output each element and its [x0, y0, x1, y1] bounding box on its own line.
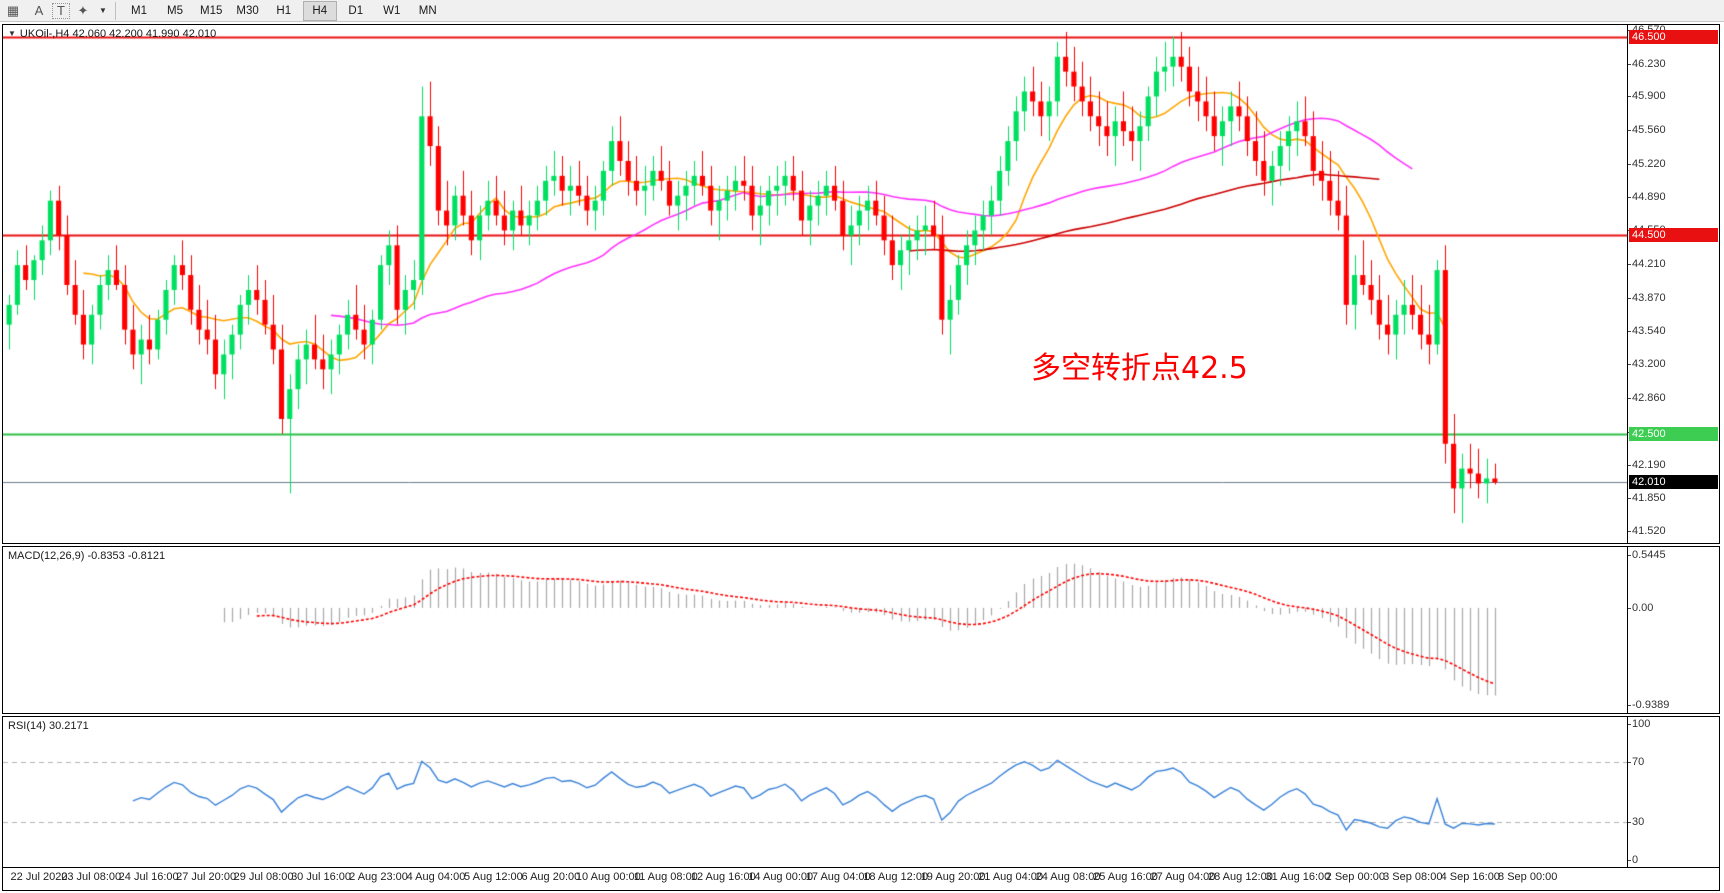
time-axis-label: 5 Aug 12:00 — [464, 871, 523, 883]
time-axis-label: 8 Sep 00:00 — [1498, 871, 1558, 883]
time-axis-label: 21 Aug 04:00 — [978, 871, 1043, 883]
price-tick: 43.540 — [1628, 324, 1666, 337]
price-tick: 44.210 — [1628, 258, 1666, 271]
timeframe-m1[interactable]: M1 — [131, 4, 147, 17]
timeframe-h1[interactable]: H1 — [276, 4, 292, 17]
time-axis-label: 28 Aug 12:00 — [1208, 871, 1273, 883]
price-tick: 41.520 — [1628, 525, 1666, 538]
price-tick: 46.230 — [1628, 57, 1666, 70]
time-axis-label: 3 Sep 08:00 — [1383, 871, 1443, 883]
price-plot-region[interactable]: 多空转折点42.5 — [3, 25, 1627, 543]
time-axis-label: 4 Sep 16:00 — [1440, 871, 1500, 883]
time-axis-label: 27 Aug 04:00 — [1150, 871, 1216, 883]
time-axis-label: 19 Aug 20:00 — [920, 871, 986, 883]
rsi-canvas — [3, 717, 1627, 867]
macd-tick: -0.9389 — [1627, 699, 1670, 711]
macd-pane-title: MACD(12,26,9) -0.8353 -0.8121 — [8, 550, 166, 562]
timeframe-m5[interactable]: M5 — [167, 4, 183, 17]
price-tick: 41.850 — [1628, 492, 1666, 505]
price-tick: 44.890 — [1628, 190, 1666, 203]
time-axis-label: 22 Jul 2020 — [10, 871, 68, 883]
macd-canvas — [3, 547, 1627, 713]
time-axis-label: 18 Aug 12:00 — [863, 871, 929, 883]
price-tick: 45.220 — [1628, 157, 1666, 170]
time-axis-label: 23 Jul 08:00 — [61, 871, 122, 883]
resistance-level-badge: 46.500 — [1629, 29, 1718, 44]
time-axis-label: 25 Aug 16:00 — [1093, 871, 1158, 883]
time-axis-label: 31 Aug 16:00 — [1265, 871, 1331, 883]
rsi-tick: 70 — [1627, 756, 1645, 768]
price-pane-title: ▼ UKOil-,H4 42.060 42.200 41.990 42.010 — [8, 28, 216, 40]
price-tick: 43.200 — [1628, 358, 1666, 371]
price-tick: 42.190 — [1628, 458, 1666, 471]
last-price-badge: 42.010 — [1629, 475, 1718, 490]
macd-scale: 0.5445 0.00 -0.9389 — [1627, 547, 1719, 713]
mid-level-badge: 44.500 — [1629, 228, 1718, 243]
time-axis-label: 12 Aug 16:00 — [690, 871, 756, 883]
rsi-pane-title: RSI(14) 30.2171 — [8, 720, 89, 732]
price-tick: 45.900 — [1628, 90, 1666, 103]
time-axis-label: 2 Sep 00:00 — [1325, 871, 1386, 883]
macd-tick: 0.5445 — [1628, 549, 1666, 561]
timeframe-m30[interactable]: M30 — [236, 4, 259, 17]
rsi-pane[interactable]: 100 70 30 0 RSI(14) 30.2171 — [2, 716, 1720, 868]
timeframe-w1[interactable]: W1 — [383, 4, 401, 17]
rsi-tick: 0 — [1627, 854, 1639, 866]
time-axis-label: 29 Jul 08:00 — [233, 871, 294, 883]
objects-icon[interactable]: ✦ — [77, 2, 89, 18]
timeframe-h4[interactable]: H4 — [302, 0, 337, 21]
timeframe-d1[interactable]: D1 — [348, 4, 364, 17]
time-axis-label: 4 Aug 04:00 — [406, 871, 466, 883]
price-scale[interactable]: 46.57046.23045.90045.56045.22044.89044.5… — [1627, 25, 1719, 543]
time-axis-label: 2 Aug 23:00 — [349, 871, 408, 883]
time-axis-label: 24 Aug 08:00 — [1035, 871, 1101, 883]
timeframe-mn[interactable]: MN — [418, 4, 437, 17]
time-axis-label: 6 Aug 20:00 — [521, 871, 581, 883]
price-pane-title-text: UKOil-,H4 42.060 42.200 41.990 42.010 — [19, 28, 217, 40]
text-box-icon[interactable]: T — [52, 2, 70, 19]
time-axis-label: 14 Aug 00:00 — [748, 871, 814, 883]
time-axis-label: 11 Aug 08:00 — [633, 871, 698, 883]
rsi-tick: 30 — [1627, 816, 1645, 828]
price-tick: 43.870 — [1628, 291, 1666, 304]
collapse-icon[interactable]: ▼ — [8, 29, 16, 38]
price-tick: 45.560 — [1628, 124, 1666, 137]
time-axis[interactable]: 22 Jul 2020 23 Jul 08:00 24 Jul 16:00 27 Ju… — [2, 868, 1720, 891]
rsi-tick: 100 — [1627, 718, 1651, 730]
crosshair-grid-icon[interactable]: ▦ — [6, 2, 20, 18]
macd-tick: 0.00 — [1627, 601, 1654, 614]
dropdown-arrow-icon[interactable]: ▼ — [99, 6, 107, 15]
timeframe-group: M1 M5 M15 M30 H1 H4 D1 W1 MN — [121, 0, 446, 21]
top-toolbar: ▦ A T ✦ ▼ M1 M5 M15 M30 H1 H4 D1 W1 MN — [0, 0, 1724, 22]
chart-area: 多空转折点42.5 46.57046.23045.90045.56045.220… — [0, 22, 1724, 893]
text-label-icon[interactable]: A — [34, 3, 44, 18]
time-axis-label: 30 Jul 16:00 — [291, 871, 351, 883]
timeframe-m15[interactable]: M15 — [200, 4, 223, 17]
macd-plot-region[interactable] — [3, 547, 1627, 713]
time-axis-label: 24 Jul 16:00 — [118, 871, 179, 883]
price-pane[interactable]: 多空转折点42.5 46.57046.23045.90045.56045.220… — [2, 24, 1720, 544]
toolbar-separator — [115, 1, 116, 20]
price-tick: 42.860 — [1628, 392, 1666, 405]
rsi-scale: 100 70 30 0 — [1627, 717, 1719, 867]
time-axis-label: 10 Aug 00:00 — [575, 871, 641, 883]
macd-pane[interactable]: 0.5445 0.00 -0.9389 MACD(12,26,9) -0.8353 … — [2, 546, 1720, 714]
time-axis-label: 27 Jul 20:00 — [176, 871, 237, 883]
price-canvas — [3, 25, 1627, 543]
support-level-badge: 42.500 — [1629, 426, 1718, 441]
turning-point-annotation: 多空转折点42.5 — [1031, 351, 1248, 386]
time-axis-label: 17 Aug 04:00 — [805, 871, 871, 883]
rsi-plot-region[interactable] — [3, 717, 1627, 867]
